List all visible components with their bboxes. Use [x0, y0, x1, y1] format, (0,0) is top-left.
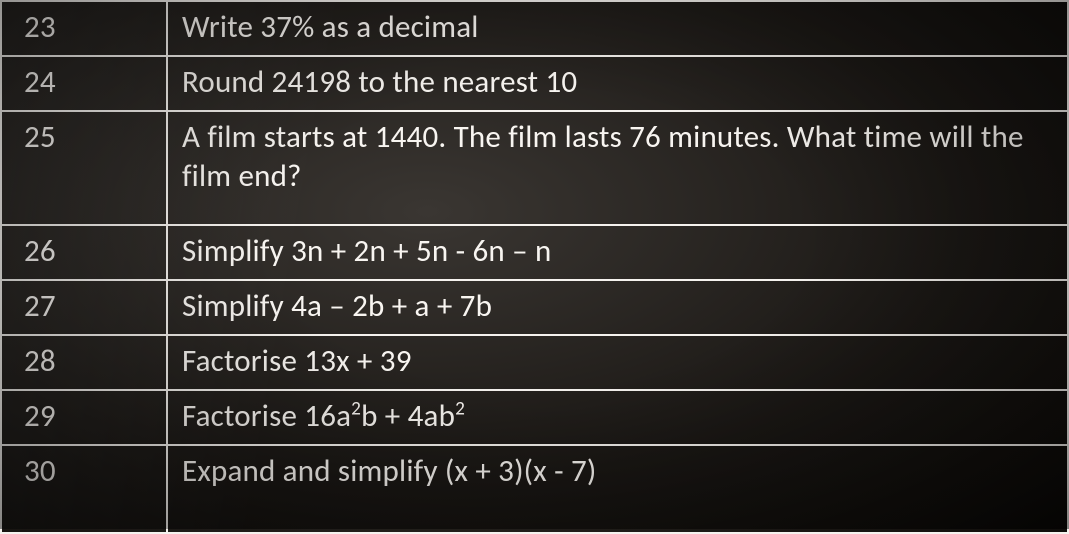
- question-number: 24: [1, 56, 167, 111]
- table-row: 29 Factorise 16a2b + 4ab2: [1, 390, 1068, 445]
- question-text: Round 24198 to the nearest 10: [167, 56, 1068, 111]
- question-text: Simplify 4a – 2b + a + 7b: [167, 280, 1068, 335]
- table-row: 26 Simplify 3n + 2n + 5n - 6n – n: [1, 225, 1068, 280]
- table-row: 24 Round 24198 to the nearest 10: [1, 56, 1068, 111]
- question-text: Write 37% as a decimal: [167, 1, 1068, 56]
- question-text: Factorise 16a2b + 4ab2: [167, 390, 1068, 445]
- worksheet-table-region: 23 Write 37% as a decimal 24 Round 24198…: [0, 0, 1069, 529]
- question-number: 28: [1, 335, 167, 390]
- table-row: 25 A film starts at 1440. The film lasts…: [1, 111, 1068, 225]
- question-number: 26: [1, 225, 167, 280]
- question-text: Simplify 3n + 2n + 5n - 6n – n: [167, 225, 1068, 280]
- question-number: 29: [1, 390, 167, 445]
- table-row: 30 Expand and simplify (x + 3)(x - 7): [1, 445, 1068, 533]
- questions-table: 23 Write 37% as a decimal 24 Round 24198…: [0, 0, 1069, 534]
- question-number: 30: [1, 445, 167, 533]
- table-row: 27 Simplify 4a – 2b + a + 7b: [1, 280, 1068, 335]
- question-number: 23: [1, 1, 167, 56]
- questions-tbody: 23 Write 37% as a decimal 24 Round 24198…: [1, 1, 1068, 533]
- question-text: Expand and simplify (x + 3)(x - 7): [167, 445, 1068, 533]
- table-row: 28 Factorise 13x + 39: [1, 335, 1068, 390]
- table-row: 23 Write 37% as a decimal: [1, 1, 1068, 56]
- question-text: Factorise 13x + 39: [167, 335, 1068, 390]
- question-text: A film starts at 1440. The film lasts 76…: [167, 111, 1068, 225]
- question-number: 25: [1, 111, 167, 225]
- question-number: 27: [1, 280, 167, 335]
